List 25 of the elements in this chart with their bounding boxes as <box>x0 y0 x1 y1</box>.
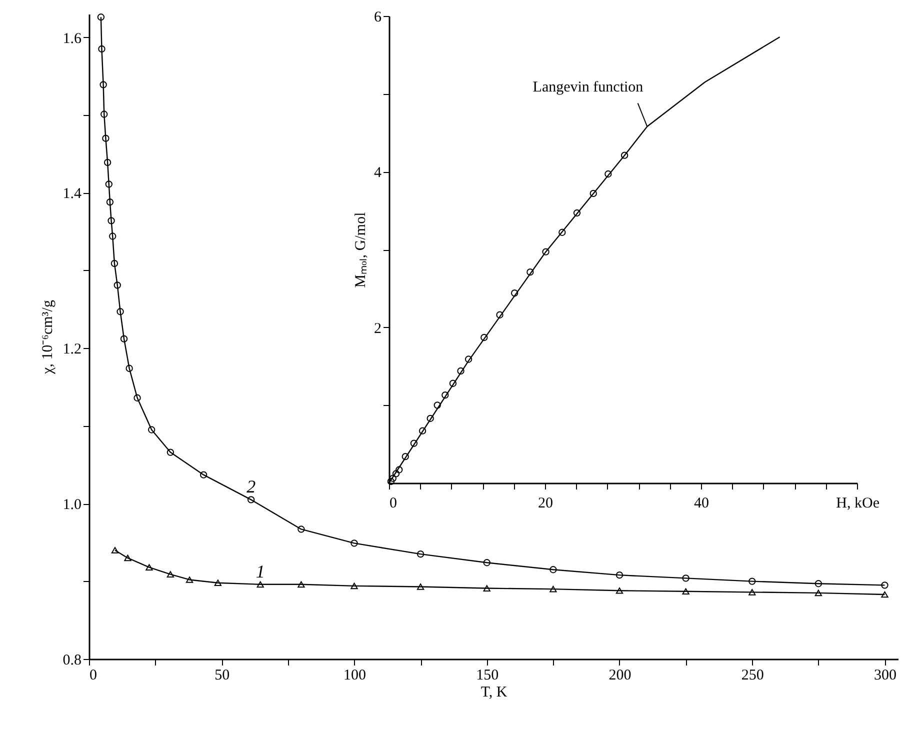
y-tick-label: 1.6 <box>62 30 82 47</box>
y-tick-label: 1.0 <box>62 497 82 514</box>
x-tick-label: 40 <box>694 496 709 512</box>
x-axis-title: H, kOe <box>836 496 880 512</box>
x-tick-label: 0 <box>90 668 97 684</box>
y-tick-label: 4 <box>374 165 382 182</box>
annotation: 1 <box>256 561 265 582</box>
x-tick-label: 0 <box>390 496 397 512</box>
x-tick-label: 100 <box>343 668 366 684</box>
y-tick-label: 2 <box>374 320 382 337</box>
y-tick-label: 1.4 <box>62 186 82 202</box>
x-tick-label: 250 <box>741 668 764 684</box>
annotation: Langevin function <box>532 80 644 96</box>
y-tick-label: 6 <box>374 10 382 26</box>
x-tick-label: 300 <box>874 668 896 684</box>
annotation: 2 <box>246 476 256 497</box>
y-tick-label: 1.2 <box>62 342 82 358</box>
x-tick-label: 20 <box>538 496 553 512</box>
y-axis-title: Mₘₒₗ, G/mol <box>353 212 369 288</box>
y-tick-label: 0.8 <box>62 652 82 668</box>
x-tick-label: 150 <box>476 668 499 684</box>
x-axis-title: T, K <box>480 684 508 700</box>
x-tick-label: 200 <box>608 668 632 684</box>
x-tick-label: 50 <box>214 668 230 684</box>
y-axis-title: χ, 10⁻⁶cm³/g <box>40 300 56 375</box>
